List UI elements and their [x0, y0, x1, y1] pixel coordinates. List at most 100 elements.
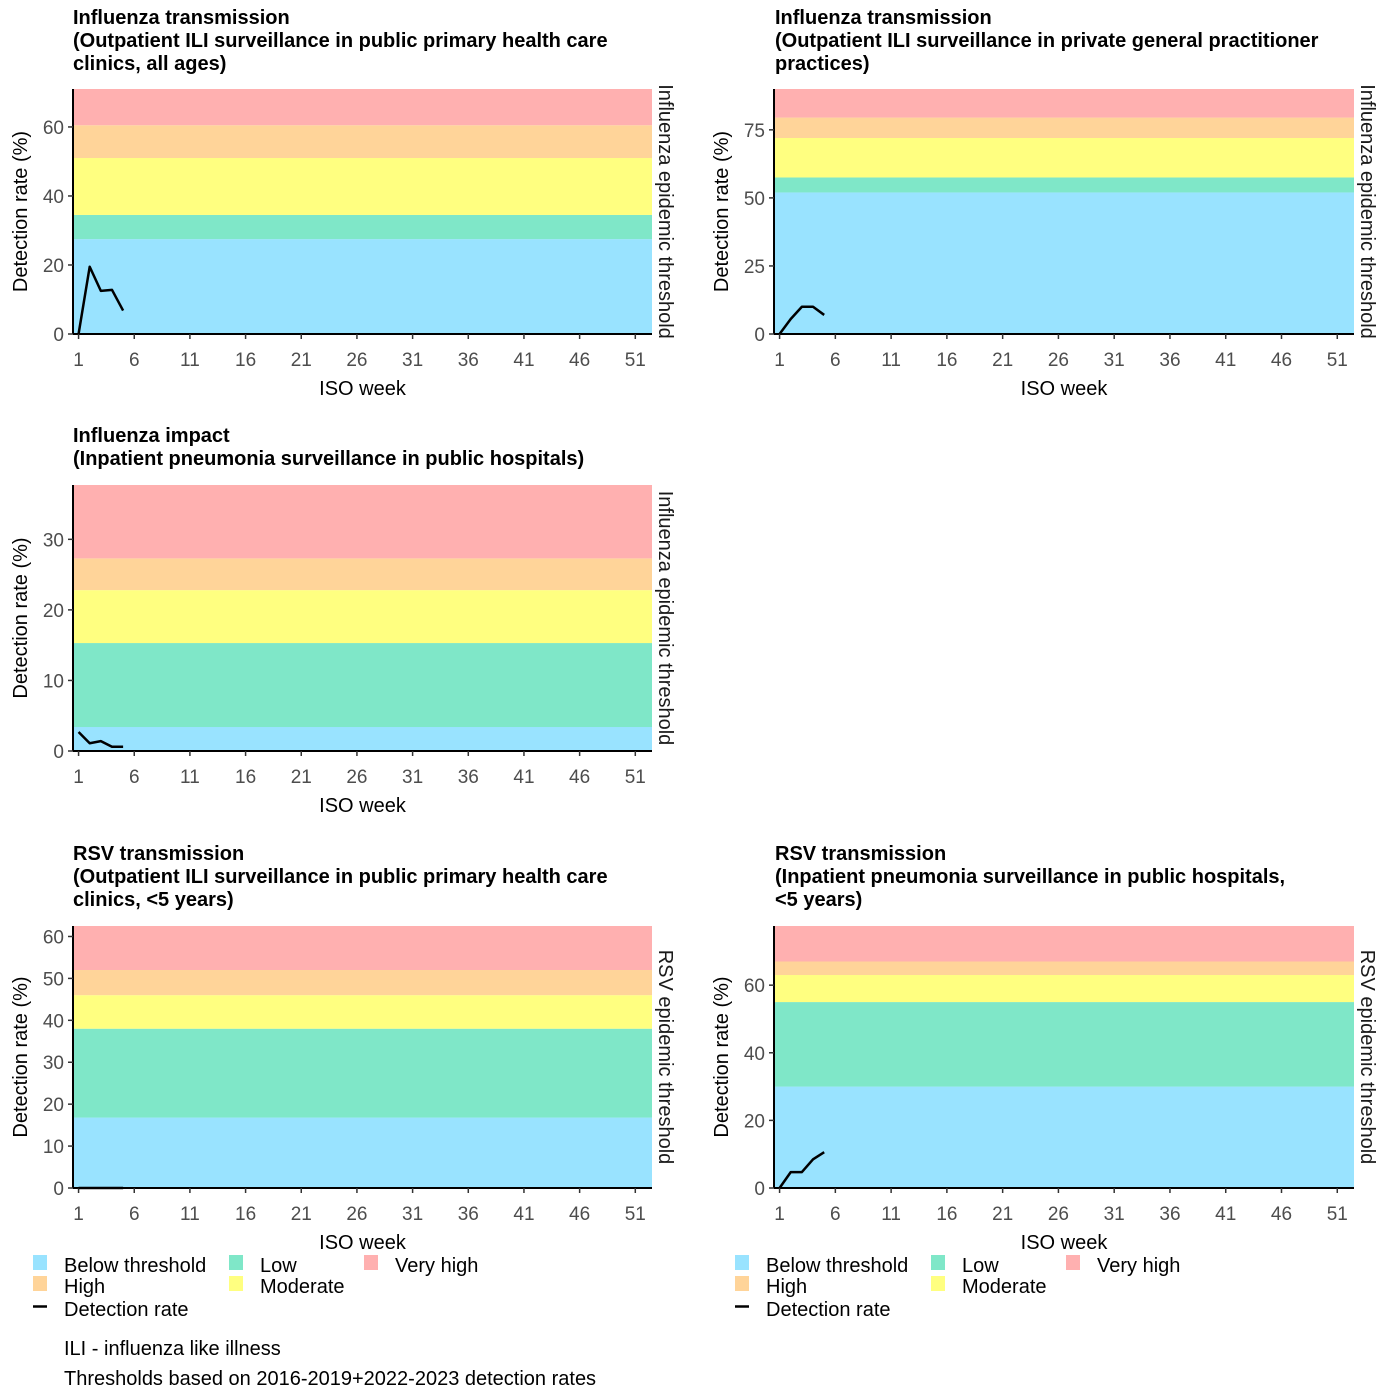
x-tick-label: 6	[129, 1204, 140, 1225]
band-low	[774, 177, 1354, 193]
legend-label: Moderate	[962, 1276, 1047, 1298]
chart-title-line: clinics, all ages)	[73, 53, 226, 75]
legend-key	[735, 1276, 749, 1291]
chart-title: Influenza transmission (Outpatient ILI su…	[73, 7, 608, 75]
chart-title-line: (Inpatient pneumonia surveillance in pub…	[775, 866, 1285, 888]
y-tick-label: 25	[744, 257, 765, 278]
band-high	[774, 117, 1354, 138]
band-very-high	[73, 926, 652, 971]
x-tick-label: 1	[73, 767, 84, 788]
band-moderate	[774, 975, 1354, 1003]
y-tick-label: 0	[53, 1179, 64, 1200]
detection-rate-line	[77, 265, 125, 335]
chart-title-line: Influenza transmission	[775, 7, 992, 29]
y-tick-label: 0	[53, 325, 64, 346]
legend-key	[33, 1255, 47, 1270]
x-tick-label: 21	[291, 767, 312, 788]
legend-label: Low	[260, 1255, 297, 1277]
x-tick-label: 1	[774, 350, 785, 371]
y-tick-label: 20	[744, 1111, 765, 1132]
y-tick-label: 40	[43, 187, 64, 208]
band-moderate	[73, 590, 652, 644]
chart-title: RSV transmission (Inpatient pneumonia sur…	[775, 843, 1285, 911]
x-tick-label: 1	[774, 1204, 785, 1225]
band-very-high	[73, 485, 652, 559]
x-tick-label: 31	[1104, 350, 1125, 371]
legend-label: High	[766, 1276, 807, 1298]
x-axis-label: ISO week	[319, 1232, 407, 1254]
x-axis-label: ISO week	[1021, 378, 1109, 400]
chart-title-line: (Outpatient ILI surveillance in private …	[775, 30, 1319, 52]
note-thresholds: Thresholds based on 2016-2019+2022-2023 …	[64, 1368, 597, 1390]
y-axis-label: Detection rate (%)	[10, 537, 32, 698]
band-below-threshold	[774, 192, 1354, 334]
x-tick-label: 41	[1215, 1204, 1236, 1225]
y-tick-label: 0	[754, 325, 765, 346]
x-tick-label: 26	[346, 1204, 367, 1225]
legend-label: High	[64, 1276, 105, 1298]
strip-label: Influenza epidemic threshold	[654, 84, 676, 339]
legend-label: Very high	[1097, 1255, 1180, 1277]
legend-label: Moderate	[260, 1276, 345, 1298]
x-tick-label: 16	[936, 350, 957, 371]
x-tick-label: 26	[346, 767, 367, 788]
chart-title: Influenza impact (Inpatient pneumonia sur…	[73, 425, 584, 470]
x-axis-label: ISO week	[319, 378, 407, 400]
chart-panel-1: Influenza transmission (Outpatient ILI su…	[10, 7, 676, 400]
y-axis-label: Detection rate (%)	[711, 131, 733, 292]
y-axis-label: Detection rate (%)	[711, 976, 733, 1137]
x-tick-label: 41	[513, 350, 534, 371]
chart-panel-2: Influenza transmission (Outpatient ILI su…	[711, 7, 1378, 400]
chart-title-line: <5 years)	[775, 889, 862, 911]
strip-label: Influenza epidemic threshold	[1356, 84, 1378, 339]
y-tick-label: 10	[43, 671, 64, 692]
x-tick-label: 26	[1048, 1204, 1069, 1225]
legend-key	[1066, 1255, 1080, 1270]
band-high	[774, 961, 1354, 976]
x-tick-label: 21	[291, 1204, 312, 1225]
legend-1: Below threshold Low Very high High Moderate D…	[33, 1255, 478, 1321]
x-tick-label: 6	[129, 767, 140, 788]
x-tick-label: 51	[625, 350, 646, 371]
band-below-threshold	[73, 1117, 652, 1188]
x-tick-label: 16	[235, 350, 256, 371]
band-very-high	[774, 926, 1354, 962]
band-very-high	[774, 89, 1354, 118]
chart-title-line: practices)	[775, 53, 870, 75]
x-tick-label: 1	[73, 350, 84, 371]
strip-label: RSV epidemic threshold	[654, 950, 676, 1165]
x-tick-label: 11	[881, 350, 901, 371]
band-below-threshold	[73, 727, 652, 751]
x-tick-label: 46	[1271, 350, 1292, 371]
y-tick-label: 50	[43, 969, 64, 990]
y-tick-label: 30	[43, 530, 64, 551]
legend-key	[735, 1255, 749, 1270]
x-tick-label: 16	[235, 1204, 256, 1225]
band-below-threshold	[73, 239, 652, 334]
x-tick-label: 31	[402, 767, 423, 788]
x-tick-label: 6	[830, 1204, 841, 1225]
x-tick-label: 26	[1048, 350, 1069, 371]
legend-key	[229, 1255, 243, 1270]
x-tick-label: 11	[180, 767, 200, 788]
x-tick-label: 36	[458, 1204, 479, 1225]
x-tick-label: 36	[458, 767, 479, 788]
chart-title-line: (Outpatient ILI surveillance in public p…	[73, 866, 608, 888]
chart-panel-4: RSV transmission (Outpatient ILI surveill…	[10, 843, 676, 1254]
x-axis-label: ISO week	[1021, 1232, 1109, 1254]
legend-label: Below threshold	[64, 1255, 206, 1277]
band-low	[774, 1002, 1354, 1087]
legend-label: Very high	[395, 1255, 478, 1277]
x-tick-label: 31	[1104, 1204, 1125, 1225]
band-low	[73, 214, 652, 240]
x-tick-label: 21	[992, 1204, 1013, 1225]
x-tick-label: 31	[402, 1204, 423, 1225]
x-tick-label: 11	[180, 1204, 200, 1225]
x-tick-label: 46	[1271, 1204, 1292, 1225]
y-tick-label: 60	[43, 118, 64, 139]
y-tick-label: 40	[744, 1044, 765, 1065]
x-tick-label: 41	[1215, 350, 1236, 371]
chart-title-line: clinics, <5 years)	[73, 889, 234, 911]
band-very-high	[73, 89, 652, 126]
